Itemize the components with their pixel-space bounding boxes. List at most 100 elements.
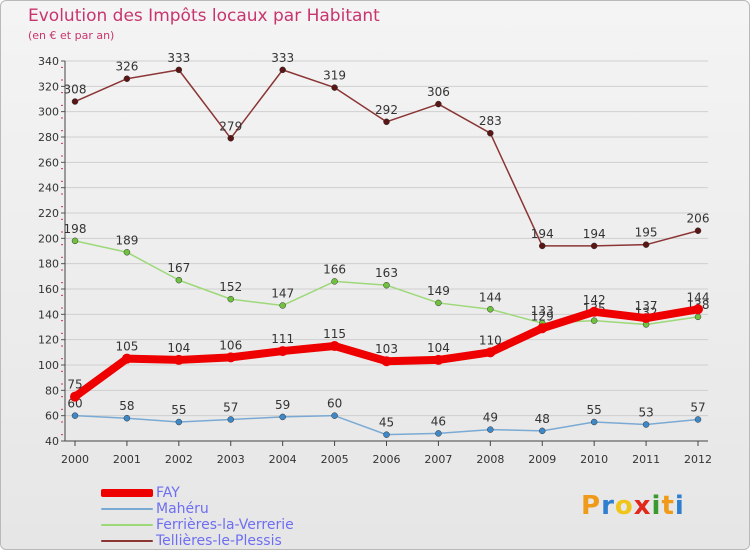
data-point xyxy=(641,313,652,324)
logo-letter: x xyxy=(633,491,652,521)
data-point xyxy=(539,427,546,435)
legend-swatch xyxy=(101,489,153,497)
x-tick-label: 2010 xyxy=(580,453,608,466)
data-label: 194 xyxy=(583,227,606,241)
y-tick-label: 160 xyxy=(38,283,59,296)
legend-label: Mahéru xyxy=(156,501,209,517)
legend-swatch xyxy=(101,508,153,510)
data-point xyxy=(539,242,546,250)
x-tick-label: 2006 xyxy=(373,453,401,466)
y-tick-label: 260 xyxy=(38,156,59,169)
data-label: 106 xyxy=(219,338,242,352)
data-point xyxy=(487,129,494,137)
logo-letter: i xyxy=(674,491,685,521)
data-point xyxy=(435,299,442,307)
data-point xyxy=(227,416,234,423)
data-point xyxy=(485,347,496,358)
data-label: 55 xyxy=(171,403,186,417)
data-point xyxy=(383,281,390,289)
x-tick-label: 2008 xyxy=(476,453,504,466)
y-tick-label: 220 xyxy=(38,207,59,220)
y-tick-label: 320 xyxy=(38,80,59,93)
y-tick-label: 240 xyxy=(38,182,59,195)
data-label: 111 xyxy=(271,332,294,346)
y-tick-label: 180 xyxy=(38,258,59,271)
x-tick-label: 2000 xyxy=(61,453,89,466)
data-point xyxy=(329,341,340,351)
y-tick-label: 100 xyxy=(38,359,59,372)
data-point xyxy=(331,278,338,285)
x-tick-label: 2002 xyxy=(165,453,193,466)
x-tick-label: 2012 xyxy=(684,453,712,466)
legend-swatch xyxy=(101,524,153,526)
data-label: 306 xyxy=(427,85,450,99)
series-line-Tellières-le-Plessis xyxy=(74,69,699,247)
data-point xyxy=(279,302,286,309)
data-point xyxy=(227,295,234,303)
x-tick-label: 2004 xyxy=(269,453,297,466)
data-point xyxy=(123,414,131,422)
logo-letter: P xyxy=(581,491,602,521)
data-label: 105 xyxy=(115,340,138,354)
data-label: 144 xyxy=(687,290,710,304)
data-point xyxy=(175,418,183,426)
legend-item: Ferrières-la-Verrerie xyxy=(101,517,361,533)
data-label: 53 xyxy=(638,406,653,420)
y-tick-label: 280 xyxy=(38,131,59,144)
data-point xyxy=(435,100,442,108)
data-point xyxy=(331,84,338,91)
data-label: 48 xyxy=(535,412,550,426)
data-label: 189 xyxy=(115,233,138,247)
y-tick-label: 40 xyxy=(45,435,59,448)
data-label: 60 xyxy=(67,397,82,411)
data-point xyxy=(383,431,390,438)
data-point xyxy=(70,391,80,402)
data-label: 45 xyxy=(379,416,394,430)
legend-label: FAY xyxy=(156,485,180,501)
data-label: 75 xyxy=(67,378,82,392)
data-label: 279 xyxy=(219,119,242,133)
x-tick-label: 2009 xyxy=(528,453,556,466)
data-point xyxy=(590,418,598,426)
data-point xyxy=(435,430,442,437)
y-tick-label: 200 xyxy=(38,232,59,245)
data-label: 58 xyxy=(119,399,134,413)
logo-letter: i xyxy=(651,491,662,521)
x-tick-label: 2007 xyxy=(424,453,452,466)
data-label: 195 xyxy=(635,226,658,240)
data-label: 49 xyxy=(483,411,498,425)
data-label: 137 xyxy=(635,299,658,313)
data-label: 152 xyxy=(219,280,242,294)
data-point xyxy=(225,352,236,363)
data-label: 57 xyxy=(690,400,705,414)
data-point xyxy=(694,416,702,423)
data-label: 198 xyxy=(64,222,87,236)
data-label: 147 xyxy=(271,286,294,300)
data-point xyxy=(381,356,392,367)
data-point xyxy=(71,237,79,245)
y-tick-label: 340 xyxy=(38,55,59,68)
x-tick-label: 2001 xyxy=(113,453,141,466)
data-label: 104 xyxy=(167,341,190,355)
data-label: 166 xyxy=(323,262,346,276)
data-point xyxy=(693,304,703,315)
legend-label: Ferrières-la-Verrerie xyxy=(156,517,294,533)
data-point xyxy=(331,412,338,419)
chart-legend: FAY Mahéru Ferrières-la-Verrerie Tellières-… xyxy=(101,485,361,549)
data-point xyxy=(279,413,286,421)
data-point xyxy=(123,75,131,82)
data-point xyxy=(175,276,183,284)
data-label: 57 xyxy=(223,400,238,414)
logo-letter: t xyxy=(661,491,675,521)
data-label: 46 xyxy=(431,414,446,428)
data-point xyxy=(642,241,650,248)
data-point xyxy=(279,66,286,74)
data-label: 292 xyxy=(375,103,398,117)
y-tick-label: 300 xyxy=(38,106,59,119)
data-label: 149 xyxy=(427,284,450,298)
data-point xyxy=(123,249,131,256)
proxiti-logo: Proxiti xyxy=(581,491,685,521)
logo-letter: r xyxy=(601,491,615,521)
